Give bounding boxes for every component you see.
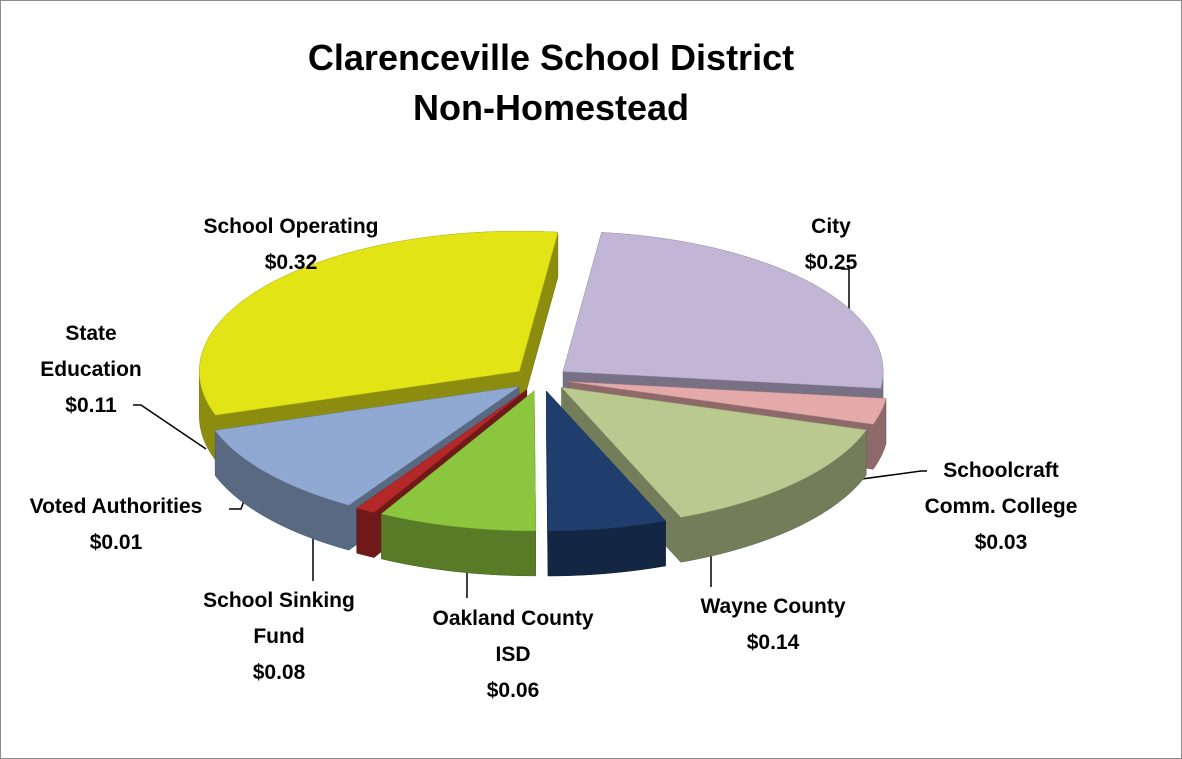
value-label: $0.32 xyxy=(264,251,318,274)
slice xyxy=(562,232,884,389)
slice xyxy=(380,390,536,532)
slice xyxy=(214,386,520,506)
data-label: Wayne County $0.14 xyxy=(673,589,873,661)
value-label: $0.03 xyxy=(974,531,1028,554)
data-label: Voted Authorities $0.01 xyxy=(1,489,236,561)
data-label: School Sinking Fund $0.08 xyxy=(179,583,379,691)
value-label: $0.11 xyxy=(65,394,117,417)
value-label: $0.25 xyxy=(804,251,858,274)
category-label: Schoolcraft Comm. College xyxy=(924,459,1078,518)
value-label: $0.14 xyxy=(746,631,800,654)
slice xyxy=(568,381,887,425)
leader-line xyxy=(846,470,927,482)
data-label: School Operating $0.32 xyxy=(171,209,411,281)
data-label: City $0.25 xyxy=(731,209,931,281)
category-label: City xyxy=(811,215,851,238)
category-label: Wayne County xyxy=(700,595,846,618)
value-label: $0.08 xyxy=(252,661,306,684)
slice xyxy=(546,390,667,532)
leader-line xyxy=(841,268,850,323)
chart-title: Clarenceville School District Non-Homest… xyxy=(307,37,795,128)
category-label: State Education xyxy=(40,322,142,381)
data-label: Schoolcraft Comm. College $0.03 xyxy=(916,453,1086,561)
slice xyxy=(199,230,559,416)
data-label: Oakland County ISD $0.06 xyxy=(413,601,613,709)
category-label: Voted Authorities xyxy=(29,495,203,518)
slice xyxy=(560,386,867,518)
category-label: School Operating xyxy=(203,215,379,238)
value-label: $0.06 xyxy=(486,679,540,702)
category-label: Oakland County ISD xyxy=(432,607,594,666)
data-label: State Education $0.11 xyxy=(26,316,156,424)
slice xyxy=(356,389,528,513)
leader-line xyxy=(133,404,207,450)
category-label: School Sinking Fund xyxy=(203,589,355,648)
value-label: $0.01 xyxy=(89,531,143,554)
